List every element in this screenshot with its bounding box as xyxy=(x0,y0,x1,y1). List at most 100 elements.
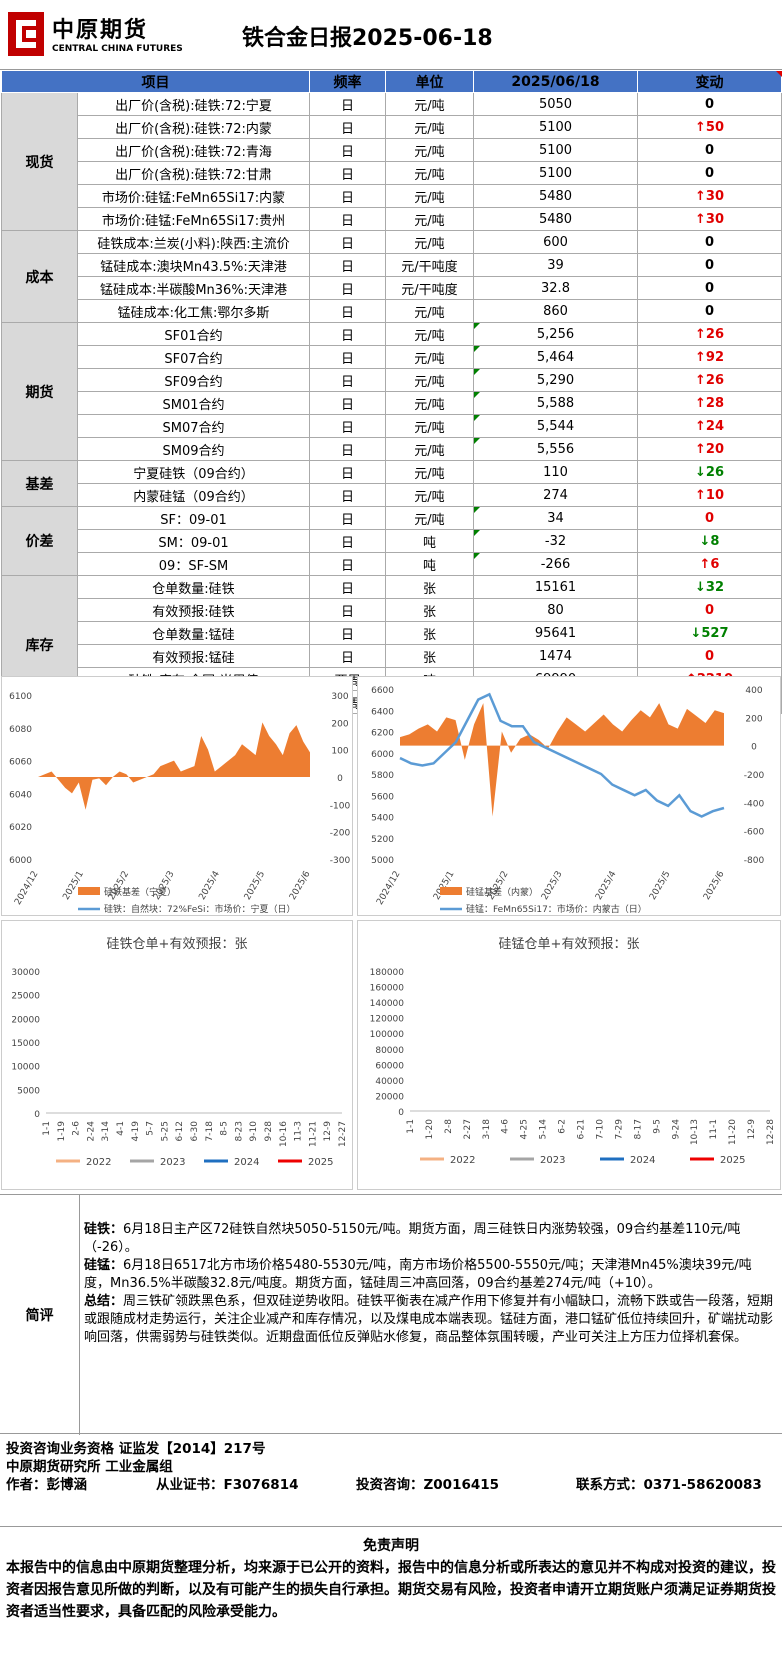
item-name-cell: SF07合约 xyxy=(77,345,310,369)
chart-sf-basis-panel: 6100 6080 6060 6040 6020 6000 300 200 100 0 -100 -2… xyxy=(1,676,353,916)
item-name-cell: 宁夏硅铁（09合约） xyxy=(77,460,310,484)
y-axis-tick: 140000 xyxy=(370,999,405,1009)
unit-cell: 元/干吨度 xyxy=(385,276,474,300)
y-axis-tick: 0 xyxy=(398,1108,404,1118)
legend-label-price: 硅铁：自然块：72%FeSi：市场价：宁夏（日） xyxy=(104,903,295,915)
value-cell: 39 xyxy=(473,253,638,277)
right-axis-tick: 200 xyxy=(331,719,348,729)
company-logo-icon xyxy=(8,12,44,56)
comment-sf-head: 硅铁： xyxy=(84,1222,124,1237)
item-name-cell: 内蒙硅锰（09合约） xyxy=(77,483,310,507)
chart-sm-basis: 6600 6400 6200 6000 5800 5600 5400 5200 5000 400 2… xyxy=(371,686,765,915)
table-row: SF07合约日元/吨 5,464 ↑92 xyxy=(2,345,782,369)
left-axis-tick: 6060 xyxy=(9,758,32,768)
item-name-cell: SF：09-01 xyxy=(77,506,310,530)
chart-sm-basis-panel: 6600 6400 6200 6000 5800 5600 5400 5200 5000 400 2… xyxy=(357,676,781,916)
unit-cell: 吨 xyxy=(385,529,474,553)
basis-area-series xyxy=(38,722,310,810)
right-axis-tick: -800 xyxy=(744,856,765,866)
change-cell: 0 xyxy=(637,276,782,300)
unit-cell: 元/吨 xyxy=(385,414,474,438)
frequency-cell: 日 xyxy=(309,230,386,254)
left-axis-tick: 6200 xyxy=(371,729,394,739)
item-name-cell: 出厂价(含税):硅铁:72:青海 xyxy=(77,138,310,162)
change-cell: ↑6 xyxy=(637,552,782,576)
comment-summary-head: 总结： xyxy=(84,1294,124,1309)
x-axis-tick: 2-6 xyxy=(72,1121,82,1136)
change-cell: 0 xyxy=(637,598,782,622)
legend-label-basis: 硅锰基差（内蒙） xyxy=(466,886,538,898)
left-axis-tick: 6080 xyxy=(9,725,32,735)
x-axis-tick: 5-7 xyxy=(146,1121,156,1136)
header-unit: 单位 xyxy=(385,70,474,93)
item-name-cell: 仓单数量:锰硅 xyxy=(77,621,310,645)
table-row: 市场价:硅锰:FeMn65Si17:贵州日元/吨 5480 ↑30 xyxy=(2,207,782,231)
frequency-cell: 日 xyxy=(309,621,386,645)
footer-contact: 联系方式：0371-58620083 xyxy=(576,1477,762,1493)
y-axis-tick: 25000 xyxy=(11,992,40,1002)
frequency-cell: 日 xyxy=(309,483,386,507)
table-row: SM07合约日元/吨 5,544 ↑24 xyxy=(2,414,782,438)
frequency-cell: 日 xyxy=(309,253,386,277)
frequency-cell: 日 xyxy=(309,552,386,576)
value-cell: 5,464 xyxy=(473,345,638,369)
change-cell: ↓527 xyxy=(637,621,782,645)
x-axis-tick: 8-5 xyxy=(220,1121,230,1136)
frequency-cell: 日 xyxy=(309,414,386,438)
x-axis-tick: 4-19 xyxy=(131,1121,141,1142)
x-axis-tick: 4-6 xyxy=(501,1119,511,1134)
item-name-cell: 出厂价(含税):硅铁:72:甘肃 xyxy=(77,161,310,185)
left-axis-tick: 5800 xyxy=(371,771,394,781)
footer-contacts: 作者：彭博涵 从业证书：F3076814 投资咨询：Z0016415 联系方式：… xyxy=(6,1476,776,1494)
unit-cell: 张 xyxy=(385,644,474,668)
unit-cell: 元/吨 xyxy=(385,483,474,507)
x-axis-tick: 2025/1 xyxy=(432,870,456,902)
y-axis-tick: 40000 xyxy=(375,1077,404,1087)
x-axis-tick: 1-1 xyxy=(406,1119,416,1134)
value-cell: 95641 xyxy=(473,621,638,645)
change-cell: 0 xyxy=(637,299,782,323)
y-axis-tick: 15000 xyxy=(11,1039,40,1049)
x-axis-tick: 1-19 xyxy=(57,1121,67,1142)
y-axis-tick: 180000 xyxy=(370,968,405,978)
comment-sf-text: 6月18日主产区72硅铁自然块5050-5150元/吨。期货方面，周三硅铁日内涨… xyxy=(84,1222,741,1255)
x-axis-tick: 12-27 xyxy=(338,1121,348,1147)
y-axis-tick: 20000 xyxy=(375,1092,404,1102)
right-axis-tick: 400 xyxy=(745,686,762,696)
change-cell: ↓32 xyxy=(637,575,782,599)
footer-author: 作者：彭博涵 xyxy=(6,1477,87,1493)
x-axis-tick: 2025/3 xyxy=(540,870,564,902)
table-row: 内蒙硅锰（09合约）日元/吨 274 ↑10 xyxy=(2,483,782,507)
x-axis-tick: 6-12 xyxy=(175,1121,185,1141)
x-axis-tick: 7-29 xyxy=(614,1119,624,1140)
item-name-cell: 仓单数量:硅铁 xyxy=(77,575,310,599)
right-axis-tick: -300 xyxy=(330,856,351,866)
x-axis-tick: 12-9 xyxy=(323,1121,333,1142)
change-cell: ↑26 xyxy=(637,368,782,392)
frequency-cell: 日 xyxy=(309,345,386,369)
item-name-cell: SM01合约 xyxy=(77,391,310,415)
legend-label-2023: 2023 xyxy=(540,1155,565,1166)
value-cell: 1474 xyxy=(473,644,638,668)
right-axis-tick: -200 xyxy=(330,829,351,839)
chart-sf-warrant-panel: 硅铁仓单+有效预报：张 30000 25000 20000 15000 10000 500… xyxy=(1,920,353,1190)
category-cell: 期货 xyxy=(1,322,78,461)
left-axis-tick: 6020 xyxy=(9,823,32,833)
left-axis-tick: 5600 xyxy=(371,792,394,802)
x-axis-tick: 6-21 xyxy=(577,1119,587,1139)
table-row: 现货 出厂价(含税):硅铁:72:宁夏日元/吨 5050 0 xyxy=(1,92,782,231)
frequency-cell: 日 xyxy=(309,138,386,162)
x-axis-tick: 6-30 xyxy=(190,1121,200,1142)
change-cell: ↑92 xyxy=(637,345,782,369)
unit-cell: 元/吨 xyxy=(385,230,474,254)
x-axis-tick: 2024/12 xyxy=(375,870,402,907)
item-name-cell: 有效预报:硅铁 xyxy=(77,598,310,622)
value-cell: -266 xyxy=(473,552,638,576)
x-axis-tick: 2-27 xyxy=(463,1119,473,1139)
table-row: 期货 SF01合约日元/吨 5,256 ↑26 xyxy=(1,322,782,461)
frequency-cell: 日 xyxy=(309,529,386,553)
table-row: SF09合约日元/吨 5,290 ↑26 xyxy=(2,368,782,392)
comment-section: 简评 硅铁：6月18日主产区72硅铁自然块5050-5150元/吨。期货方面，周… xyxy=(0,1194,782,1435)
x-axis-tick: 1-1 xyxy=(42,1121,52,1136)
x-axis-tick: 7-10 xyxy=(595,1119,605,1140)
